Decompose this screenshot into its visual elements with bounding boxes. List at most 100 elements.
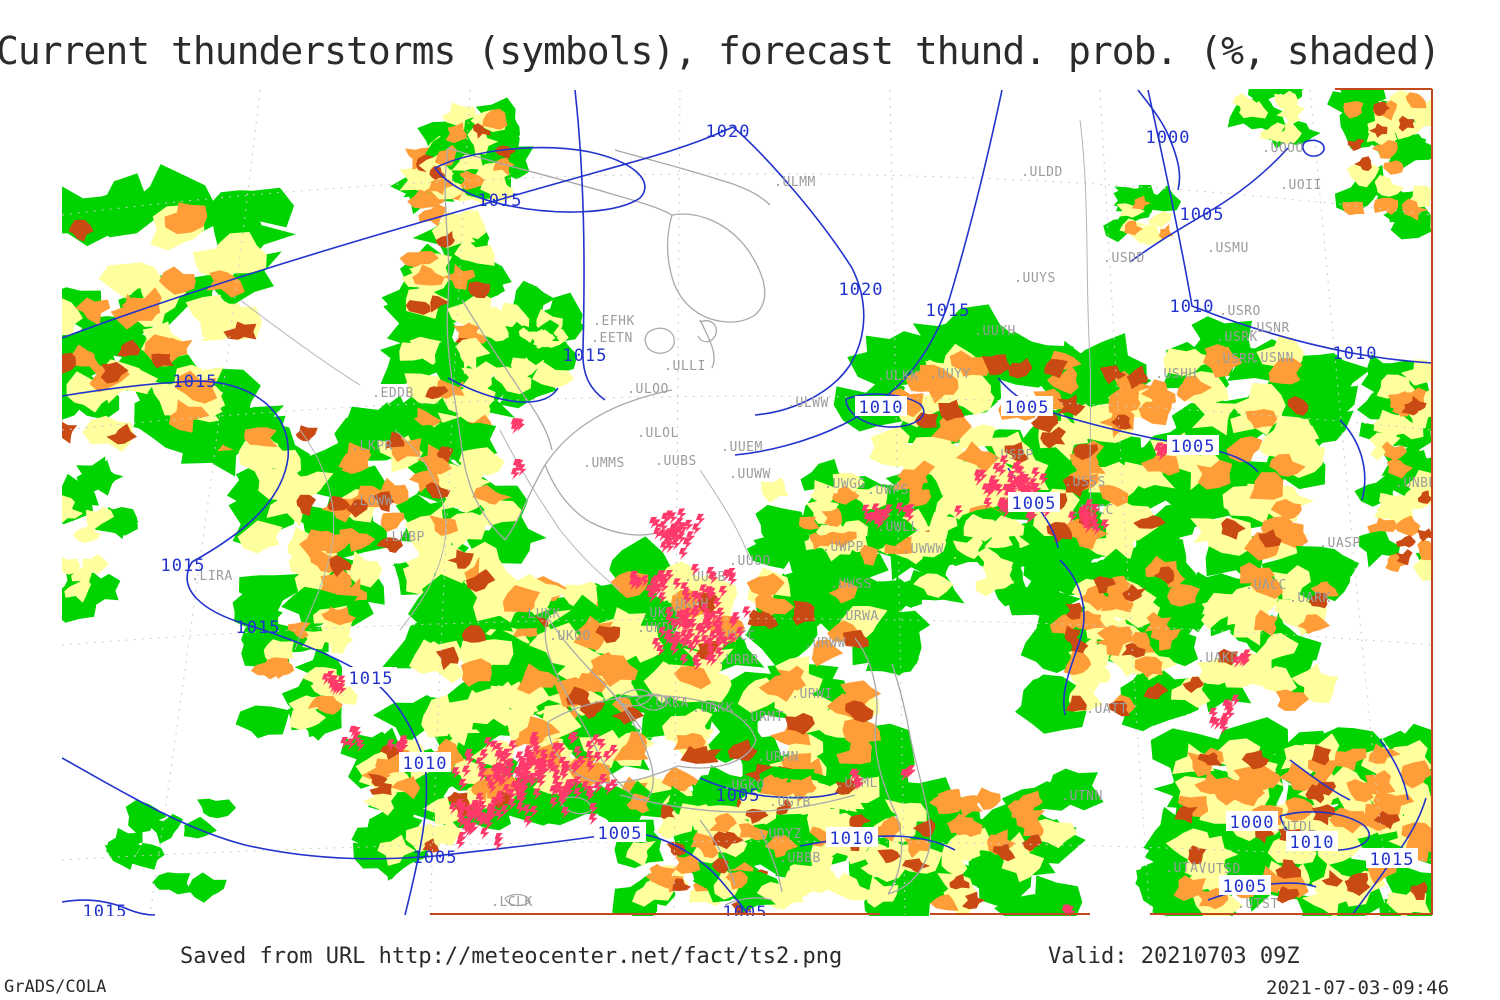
- prob-blob-l3: [380, 512, 405, 532]
- prob-blob-l3: [1150, 628, 1181, 651]
- prob-blob-l3: [1226, 436, 1263, 463]
- prob-blob-l2: [518, 327, 540, 343]
- station-id-label: .USRK: [1216, 330, 1258, 345]
- isobar-value-label: 1005: [1223, 877, 1268, 897]
- isobar-contour: [1339, 419, 1366, 501]
- station-id-label: .UKOO: [549, 629, 591, 644]
- prob-blob-l3: [1365, 770, 1396, 795]
- prob-blob-l2: [1086, 534, 1134, 559]
- prob-blob-l3: [949, 350, 992, 377]
- isobar-label-box: [1226, 811, 1278, 831]
- prob-blob-l4: [151, 353, 174, 369]
- prob-blob-l3: [1239, 562, 1275, 589]
- station-id-label: .UOII: [1280, 178, 1322, 193]
- coastline: [759, 829, 783, 893]
- station-id-label: .ULLI: [664, 359, 706, 374]
- isobar-value-label: 1005: [413, 848, 458, 868]
- thunderstorm-symbol: [692, 523, 702, 536]
- coastline: [615, 689, 653, 707]
- prob-blob-l3: [1334, 748, 1367, 771]
- prob-blob-l2: [1277, 418, 1322, 450]
- prob-blob-l2: [913, 573, 954, 598]
- prob-blob-l2: [1413, 553, 1432, 581]
- prob-blob-l3: [1079, 584, 1109, 611]
- isobar-label-box: [1219, 875, 1271, 895]
- prob-blob-l2: [1303, 676, 1339, 704]
- prob-blob-l1: [511, 280, 555, 321]
- prob-blob-l3: [1417, 539, 1432, 561]
- prob-blob-l3: [799, 516, 820, 530]
- prob-blob-l1: [800, 459, 851, 498]
- isobar-value-label: 1010: [830, 829, 875, 849]
- prob-blob-l1: [125, 799, 167, 834]
- isobar-value-label: 1000: [1146, 128, 1191, 148]
- prob-blob-l3: [502, 585, 541, 613]
- coastline: [544, 464, 661, 536]
- prob-blob-l1: [1135, 502, 1196, 550]
- station-id-label: .EDDB: [372, 386, 414, 401]
- prob-blob-l1: [1390, 201, 1432, 240]
- prob-blob-l2: [1232, 93, 1257, 115]
- coastline: [599, 679, 643, 731]
- isobar-value-label: 1015: [926, 301, 971, 321]
- prob-blob-l2: [1116, 203, 1146, 218]
- isobar-label-box: [826, 827, 878, 847]
- prob-blob-l1: [788, 543, 841, 580]
- isobar-label-box: [345, 667, 397, 687]
- prob-blob-l1: [76, 456, 124, 495]
- coastline: [854, 637, 903, 895]
- prob-blob-l4: [329, 554, 352, 577]
- prob-blob-l4: [1004, 441, 1029, 463]
- station-id-label: .LCLK: [491, 895, 533, 910]
- prob-blob-l3: [831, 531, 857, 549]
- prob-blob-l4: [849, 814, 872, 828]
- coastline: [724, 897, 773, 906]
- prob-blob-l3: [808, 532, 833, 551]
- station-id-label: .UTNN: [1061, 789, 1103, 804]
- station-id-label: .UUWW: [729, 467, 771, 482]
- station-id-label: .USNR: [1248, 321, 1290, 336]
- prob-blob-l3: [1140, 379, 1176, 408]
- isobar-value-label: 1010: [1170, 297, 1215, 317]
- country-border: [699, 469, 751, 561]
- station-id-label: .UUBS: [655, 454, 697, 469]
- prob-blob-l3: [409, 470, 440, 493]
- prob-blob-l3: [1204, 344, 1242, 369]
- prob-blob-l2: [1274, 90, 1298, 111]
- prob-blob-l2: [532, 330, 554, 348]
- prob-blob-l2: [64, 580, 92, 603]
- prob-blob-l2: [828, 872, 870, 901]
- prob-blob-l4: [385, 431, 405, 449]
- isobar-contour: [434, 146, 646, 213]
- prob-blob-l3: [1196, 459, 1233, 490]
- prob-blob-l2: [528, 622, 588, 667]
- station-id-label: .UUYY: [929, 367, 971, 382]
- station-id-label: .UWLL: [877, 520, 919, 535]
- prob-blob-l3: [1134, 656, 1163, 678]
- prob-blob-l3: [1124, 220, 1143, 236]
- prob-blob-l2: [345, 550, 382, 588]
- station-id-label: .UKDD: [641, 606, 683, 621]
- prob-blob-l3: [1394, 515, 1421, 537]
- prob-blob-l4: [1321, 869, 1343, 887]
- isobar-value-label: 1005: [716, 786, 761, 806]
- prob-blob-l1: [865, 331, 932, 384]
- prob-blob-l2: [929, 512, 958, 540]
- isobar-value-label: 1010: [403, 754, 448, 774]
- prob-blob-l2: [1374, 493, 1409, 520]
- thunderstorm-symbol: [684, 519, 694, 532]
- station-id-label: .UUOO: [729, 554, 771, 569]
- prob-blob-l4: [1287, 396, 1309, 416]
- prob-blob-l4: [727, 739, 758, 762]
- prob-blob-l4: [1121, 643, 1146, 658]
- prob-blob-l3: [250, 661, 278, 680]
- prob-blob-l3: [1381, 441, 1408, 461]
- prob-blob-l2: [192, 247, 250, 286]
- prob-blob-l4: [1410, 881, 1428, 900]
- prob-blob-l4: [1188, 845, 1207, 865]
- prob-blob-l3: [158, 266, 196, 295]
- graticule-line: [62, 840, 1432, 861]
- isobar-value-label: 1015: [1370, 850, 1415, 870]
- isobar-value-label: 1015: [349, 669, 394, 689]
- prob-blob-l3: [776, 665, 807, 691]
